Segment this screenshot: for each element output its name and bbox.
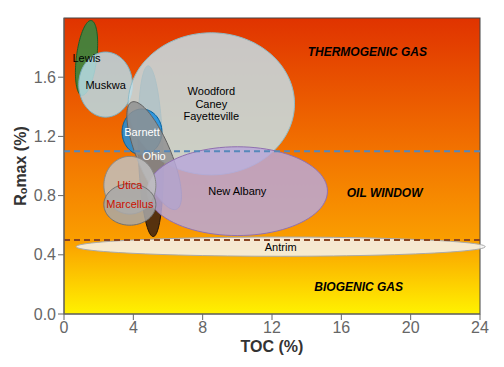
svg-text:0: 0 [60,319,69,336]
svg-text:24: 24 [471,319,489,336]
svg-text:12: 12 [263,319,281,336]
svg-text:BIOGENIC GAS: BIOGENIC GAS [314,280,403,294]
svg-text:Ohio: Ohio [143,150,166,162]
svg-text:1.6: 1.6 [34,69,56,86]
svg-text:Marcellus: Marcellus [106,198,154,210]
svg-text:0.8: 0.8 [34,187,56,204]
svg-text:New Albany: New Albany [208,185,267,197]
svg-text:4: 4 [129,319,138,336]
svg-text:Muskwa: Muskwa [85,79,126,91]
svg-text:Rₒmax (%): Rₒmax (%) [12,126,29,205]
svg-text:THERMOGENIC GAS: THERMOGENIC GAS [308,45,427,59]
svg-text:8: 8 [198,319,207,336]
svg-text:Antrim: Antrim [265,241,297,253]
svg-text:0.0: 0.0 [34,306,56,323]
svg-text:OIL WINDOW: OIL WINDOW [347,186,424,200]
svg-text:16: 16 [332,319,350,336]
svg-text:1.2: 1.2 [34,128,56,145]
svg-text:20: 20 [402,319,420,336]
svg-text:TOC (%): TOC (%) [241,338,304,355]
svg-text:Lewis: Lewis [72,52,101,64]
svg-text:0.4: 0.4 [34,246,56,263]
svg-text:Utica: Utica [117,179,143,191]
svg-text:WoodfordCaneyFayetteville: WoodfordCaneyFayetteville [184,85,240,122]
svg-text:Barnett: Barnett [124,126,159,138]
